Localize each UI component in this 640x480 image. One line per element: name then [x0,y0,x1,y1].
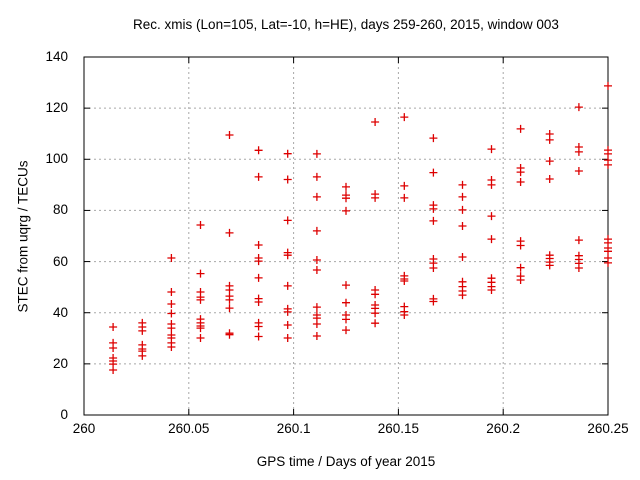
y-tick-label: 140 [45,49,68,64]
x-tick-label: 260 [72,421,96,436]
chart-title: Rec. xmis (Lon=105, Lat=-10, h=HE), days… [133,17,559,32]
x-tick-label: 260.2 [486,421,521,436]
y-tick-label: 100 [45,151,68,167]
y-tick-label: 80 [52,202,68,218]
data-point-markers [109,81,612,374]
y-tick-label: 0 [60,407,68,422]
plot-border [83,56,609,416]
y-tick-label: 120 [45,100,68,116]
y-tick-label: 40 [52,304,68,320]
x-axis-label: GPS time / Days of year 2015 [256,454,436,469]
y-tick-label: 20 [52,355,68,371]
x-tick-label: 260.15 [377,421,420,436]
y-tick-label: 60 [52,253,68,269]
x-tick-label: 260.05 [168,421,210,436]
x-tick-label: 260.25 [587,421,629,436]
x-tick-label: 260.1 [276,421,311,436]
